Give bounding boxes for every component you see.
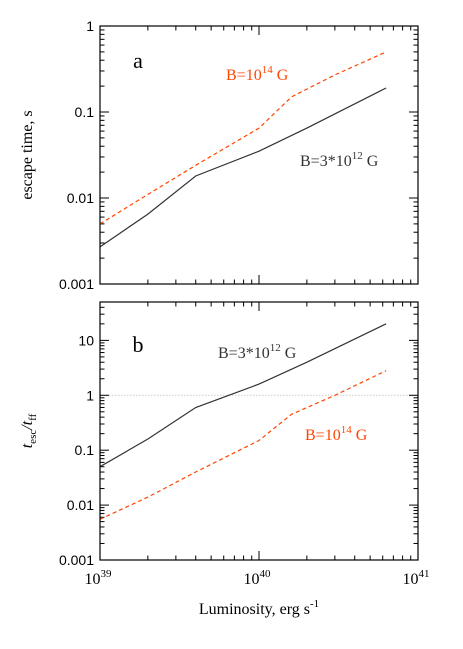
series-label: B=3*1012 G (300, 150, 379, 170)
x-label-exponent: -1 (310, 598, 319, 610)
x-axis-label: Luminosity, erg s-1 (199, 598, 319, 618)
y-tick-label: 0.001 (59, 276, 94, 292)
series-label: B=3*1012 G (218, 342, 297, 362)
x-tick-exponent: 41 (419, 568, 430, 580)
plot-frame (99, 25, 419, 285)
series-label-exponent: 14 (341, 424, 353, 436)
y-tick-label: 0.01 (67, 190, 94, 206)
x-tick-label: 1040 (244, 568, 272, 588)
y-tick-label: 0.1 (75, 442, 95, 458)
x-tick-base: 10 (244, 571, 260, 588)
series-label: B=1014 G (305, 424, 368, 444)
series-label-suffix: G (281, 345, 297, 362)
y-tick-label: 0.001 (59, 552, 94, 568)
plot-frame (99, 301, 419, 561)
y-label-subscript: ff (27, 413, 39, 420)
y-tick-label: 1 (86, 387, 94, 403)
x-tick-exponent: 40 (260, 568, 272, 580)
y-tick-label: 10 (78, 332, 94, 348)
series-line (99, 370, 387, 520)
x-tick-base: 10 (85, 571, 101, 588)
y-axis-label: tesc/tff (19, 413, 39, 448)
x-tick-base: 10 (403, 571, 419, 588)
y-axis-label: escape time, s (19, 110, 36, 199)
series-label-exponent: 14 (262, 64, 274, 76)
panel-label: a (133, 48, 143, 73)
series-label-text: B=10 (305, 427, 341, 444)
series-label-text: B=10 (226, 67, 262, 84)
series-label-exponent: 12 (352, 150, 363, 162)
series-label-text: B=3*10 (218, 345, 270, 362)
y-label-part: t (19, 443, 36, 448)
series-label-text: B=3*10 (300, 153, 352, 170)
x-tick-exponent: 39 (101, 568, 113, 580)
x-tick-label: 1039 (85, 568, 113, 588)
y-tick-label: 0.01 (67, 497, 94, 513)
y-tick-label: 0.1 (75, 104, 95, 120)
y-tick-label: 1 (86, 18, 94, 34)
series-label-exponent: 12 (270, 342, 281, 354)
x-tick-label: 1041 (403, 568, 430, 588)
x-label-text: Luminosity, erg s (199, 601, 310, 618)
series-label-suffix: G (363, 153, 379, 170)
series-line (99, 51, 387, 225)
panel-label: b (133, 332, 144, 357)
series-line (99, 323, 387, 468)
series-label-suffix: G (273, 67, 289, 84)
y-label-subscript: esc (27, 430, 39, 444)
series-line (99, 87, 387, 248)
y-label-part: /t (19, 420, 36, 430)
series-label-suffix: G (352, 427, 368, 444)
series-label: B=1014 G (226, 64, 289, 84)
